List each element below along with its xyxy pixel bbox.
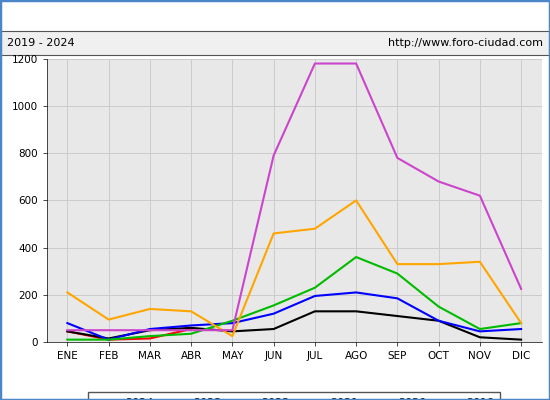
Text: Evolucion Nº Turistas Nacionales en el municipio de Galve de Sorbe: Evolucion Nº Turistas Nacionales en el m… [31, 9, 519, 22]
Legend: 2024, 2023, 2022, 2021, 2020, 2019: 2024, 2023, 2022, 2021, 2020, 2019 [88, 392, 500, 400]
Text: http://www.foro-ciudad.com: http://www.foro-ciudad.com [388, 38, 543, 48]
Text: 2019 - 2024: 2019 - 2024 [7, 38, 74, 48]
